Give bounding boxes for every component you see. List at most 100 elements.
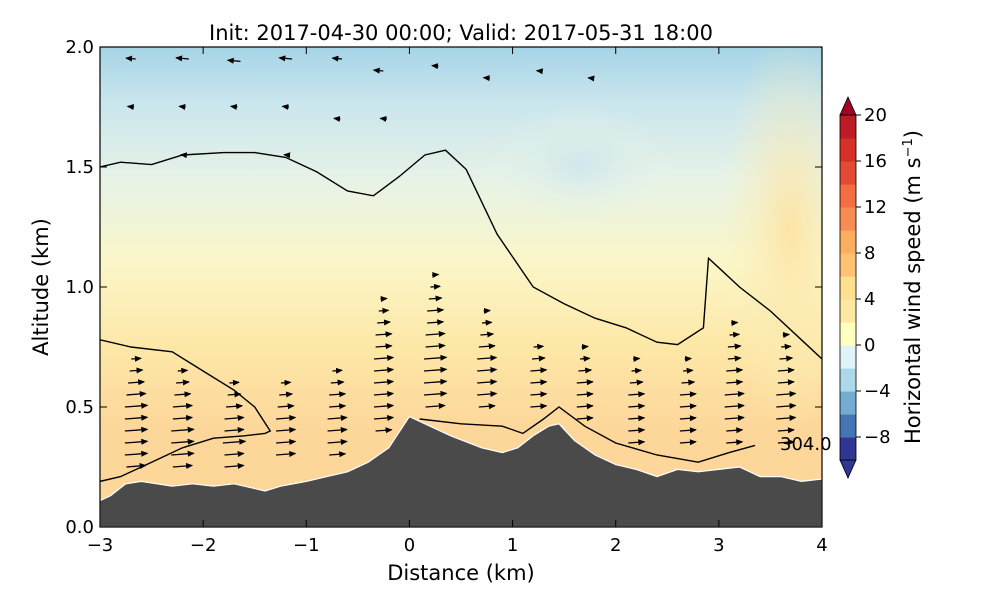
wind-vector bbox=[579, 355, 591, 362]
wind-vector bbox=[281, 103, 289, 110]
wind-vector bbox=[172, 402, 194, 409]
wind-vector bbox=[171, 438, 195, 445]
strong-wind-patch-right bbox=[720, 47, 822, 430]
wind-vector bbox=[171, 426, 195, 433]
wind-vector bbox=[226, 57, 241, 64]
wind-vector bbox=[131, 355, 142, 362]
colorbar-band bbox=[840, 276, 856, 300]
wind-vector bbox=[380, 295, 388, 302]
wind-vector bbox=[628, 391, 646, 398]
wind-vector bbox=[423, 378, 448, 385]
wind-vector bbox=[373, 390, 395, 397]
colorbar-band bbox=[840, 345, 856, 369]
wind-vector bbox=[172, 414, 194, 421]
wind-vector bbox=[423, 366, 448, 373]
wind-vector bbox=[427, 307, 445, 314]
colorbar-band bbox=[840, 184, 856, 208]
wind-vector bbox=[175, 55, 189, 62]
wind-vector bbox=[280, 379, 292, 386]
wind-vector bbox=[378, 307, 390, 314]
wind-vector bbox=[423, 390, 448, 397]
wind-vector bbox=[581, 343, 589, 350]
wind-vector bbox=[477, 366, 498, 373]
wind-vector bbox=[727, 343, 742, 350]
wind-vector bbox=[329, 391, 347, 398]
wind-vector bbox=[229, 103, 238, 110]
wind-vector bbox=[224, 462, 245, 469]
colorbar-band bbox=[840, 391, 856, 415]
wind-vector bbox=[129, 367, 144, 374]
wind-vector bbox=[177, 367, 189, 374]
wind-vector bbox=[431, 63, 439, 70]
wind-vector bbox=[276, 426, 297, 433]
colorbar-label-end: ) bbox=[901, 130, 925, 138]
wind-vector bbox=[373, 366, 395, 373]
colorbar-band bbox=[840, 207, 856, 231]
wind-vector bbox=[427, 319, 445, 326]
wind-vector bbox=[276, 450, 297, 457]
colorbar-band bbox=[840, 115, 856, 139]
wind-vector bbox=[327, 426, 348, 433]
wind-vector bbox=[332, 367, 343, 374]
wind-vector bbox=[478, 403, 496, 410]
wind-vector bbox=[124, 438, 149, 445]
x-tick-label: −3 bbox=[87, 535, 114, 556]
wind-vector bbox=[776, 390, 797, 397]
wind-vector bbox=[375, 343, 393, 350]
wind-vector bbox=[278, 55, 293, 62]
wind-vector bbox=[224, 450, 245, 457]
chart-title: Init: 2017-04-30 00:00; Valid: 2017-05-3… bbox=[209, 21, 713, 45]
wind-vector bbox=[480, 331, 495, 338]
wind-vector bbox=[628, 403, 646, 410]
wind-vector bbox=[373, 402, 395, 409]
wind-vector bbox=[126, 462, 147, 469]
x-tick-label: −2 bbox=[190, 535, 217, 556]
colorbar: −8 −4 0 4 8 12 16 20 bbox=[839, 96, 891, 479]
wind-vector bbox=[174, 391, 192, 398]
wind-vector bbox=[126, 103, 135, 110]
colorbar-band bbox=[840, 322, 856, 346]
colorbar-label-main: Horizontal wind speed (m s bbox=[901, 157, 925, 444]
wind-vector bbox=[276, 414, 297, 421]
wind-vector bbox=[124, 450, 149, 457]
colorbar-tick-label: 8 bbox=[864, 243, 875, 264]
y-tick-label: 0.5 bbox=[65, 397, 94, 418]
wind-vector bbox=[531, 355, 546, 362]
wind-vector bbox=[684, 355, 693, 362]
y-tick-label: 2.0 bbox=[65, 37, 94, 58]
x-tick-label: 0 bbox=[404, 535, 415, 556]
wind-vector bbox=[373, 354, 395, 361]
wind-vector bbox=[372, 67, 384, 74]
wind-vector bbox=[724, 414, 745, 421]
wind-vector bbox=[726, 427, 744, 434]
wind-vector bbox=[776, 402, 797, 409]
wind-vector bbox=[576, 379, 594, 386]
colorbar-band bbox=[840, 368, 856, 392]
wind-vector bbox=[329, 403, 347, 410]
wind-vector bbox=[229, 379, 240, 386]
x-tick-label: 2 bbox=[610, 535, 621, 556]
wind-vector bbox=[633, 355, 641, 362]
colorbar-band bbox=[840, 161, 856, 185]
wind-vector bbox=[530, 367, 548, 374]
colorbar-extend-max bbox=[839, 96, 857, 116]
colorbar-band bbox=[840, 414, 856, 438]
wind-vector bbox=[779, 355, 794, 362]
wind-vector bbox=[125, 55, 136, 62]
wind-vector bbox=[428, 295, 443, 302]
terrain-profile bbox=[100, 415, 822, 527]
y-tick-label: 0.0 bbox=[65, 517, 94, 538]
wind-vector bbox=[124, 426, 149, 433]
x-axis-label: Distance (km) bbox=[387, 561, 535, 585]
colorbar-tick-label: −4 bbox=[864, 381, 891, 402]
wind-vector bbox=[333, 115, 341, 122]
colorbar-band bbox=[840, 437, 856, 461]
plot-area bbox=[100, 47, 822, 527]
wind-vector bbox=[777, 427, 795, 434]
wind-vector bbox=[781, 343, 792, 350]
y-axis-label: Altitude (km) bbox=[29, 218, 53, 356]
wind-vector bbox=[331, 55, 343, 62]
wind-vector bbox=[530, 379, 548, 386]
